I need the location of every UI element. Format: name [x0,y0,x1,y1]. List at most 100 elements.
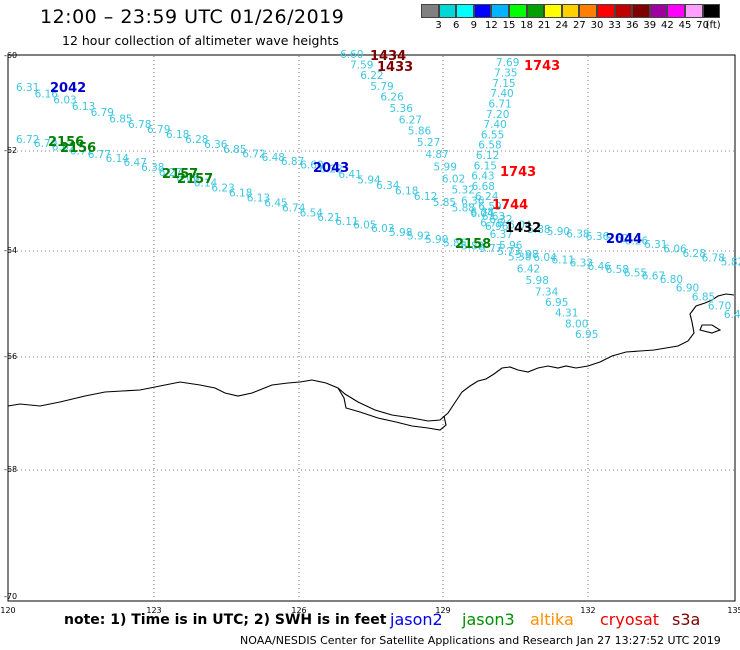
swh-value: 7.40 [490,88,513,100]
swh-value: 5.98 [526,275,549,287]
swh-value: 6.78 [128,119,151,131]
lon-tick-label: 129 [435,606,450,615]
lat-tick-label: -62 [4,146,17,155]
swh-value: 6.46 [724,309,740,321]
legend-swatch [508,4,527,18]
swh-value: 6.06 [663,244,687,256]
legend-label: 27 [573,20,586,31]
antarctic-coastline [7,293,735,431]
swh-value: 6.85 [223,144,246,156]
lat-tick-label: -60 [4,51,17,60]
swh-value: 7.59 [350,60,373,72]
swh-value: 4.87 [425,149,448,161]
swh-value: 5.36 [390,103,414,115]
swh-value: 6.23 [211,183,234,195]
swh-value: 6.38 [471,207,494,219]
color-scale-legend: 3 6 9 12 15 18 21 24 27 30 33 36 39 42 45 70 (ft) [421,4,721,32]
swh-value: 6.04 [470,208,494,220]
swh-value: 6.36 [204,139,228,151]
legend-swatch [649,4,668,18]
swh-value: 5.79 [370,81,393,93]
swh-value: 6.46 [588,261,612,273]
lon-tick-label: 132 [580,606,595,615]
swh-value: 6.77 [88,149,111,161]
swh-value: 5.32 [452,184,475,196]
swh-value: 6.04 [533,252,557,264]
swh-value: 6.68 [472,181,495,193]
swh-value: 5.88 [452,203,475,215]
swh-value: 6.79 [91,107,114,119]
legend-label: (ft) [705,20,721,31]
swh-value: 6.14 [194,177,218,189]
legend-swatch [596,4,615,18]
axis-labels: 120 123 126 129 132 135 -60 -62 -64 -66 -68 -70 [0,51,740,615]
legend-swatch [491,4,509,18]
lon-tick-label: 123 [146,606,161,615]
swh-value: 5.99 [434,161,457,173]
pass-time-label: 1743 [500,165,536,180]
legend-label: 21 [537,20,551,31]
swh-value: 5.90 [547,226,570,238]
swh-value: 6.78 [480,218,503,230]
swh-value: 6.78 [702,252,725,264]
swh-value: 6.02 [442,173,465,185]
legend-swatch [526,4,545,18]
lat-tick-label: -66 [4,352,17,361]
swh-value: 6.87 [281,156,304,168]
map-frame [7,54,736,602]
swh-value: 6.59 [478,201,501,213]
swh-value: 6.11 [552,255,575,267]
swh-value: 6.31 [16,82,39,94]
legend-label: 24 [555,20,569,31]
swh-value: 6.34 [376,180,400,192]
legend-label: 30 [590,20,604,31]
pass-time-label: 2044 [606,232,642,247]
legend-label: 9 [470,20,477,31]
swh-value: 6.36 [461,196,485,208]
swh-value: 5.92 [407,230,430,242]
swh-value: 6.15 [474,160,497,172]
legend-label: 45 [678,20,692,31]
footer-note: note: 1) Time is in UTC; 2) SWH is in fe… [64,612,387,628]
swh-value: 7.69 [496,57,519,69]
swh-value: 6.85 [109,113,132,125]
swh-value: 6.33 [570,258,593,270]
swh-value: 6.58 [606,264,629,276]
swh-value: 5.38 [508,252,531,264]
legend-swatch [684,4,703,18]
legend-label: 12 [485,20,498,31]
swh-value: 6.41 [338,169,361,181]
swh-value: 6.71 [488,99,511,111]
legend-swatch [456,4,474,18]
legend-label: 70 [696,20,709,31]
swh-value: 6.06 [176,172,200,184]
swh-value: 6.72 [242,148,265,160]
swh-value: 5.88 [527,224,550,236]
swh-value: 6.32 [489,214,512,226]
satellite-cryosat: cryosat [600,610,660,629]
swh-value: 7.35 [494,67,517,79]
swh-value: 6.21 [317,212,340,224]
lon-tick-label: 126 [291,606,306,615]
pass-time-label: 2157 [177,172,213,187]
swh-value: 6.58 [478,140,501,152]
swh-value: 6.90 [676,283,699,295]
lat-tick-label: -64 [4,246,17,255]
footer-credit: NOAA/NESDIS Center for Satellite Applica… [240,634,721,647]
legend-swatch [473,4,492,18]
swh-value: 6.14 [106,153,130,165]
legend-labels: 3 6 9 12 15 18 21 24 27 30 33 36 39 42 45 70 (ft) [421,18,720,32]
swh-value: 6.55 [481,130,504,142]
swh-value: 5.98 [389,227,412,239]
swh-value: 6.60 [300,160,323,172]
swh-value: 6.11 [335,216,358,228]
swh-value: 6.03 [53,95,76,107]
swh-value: 6.63 [482,211,505,223]
satellite-jason3: jason3 [462,610,515,629]
legend-swatch [632,4,650,18]
legend-swatch [702,4,721,18]
swh-value: 6.70 [34,138,57,150]
swh-value: 6.28 [683,248,706,260]
